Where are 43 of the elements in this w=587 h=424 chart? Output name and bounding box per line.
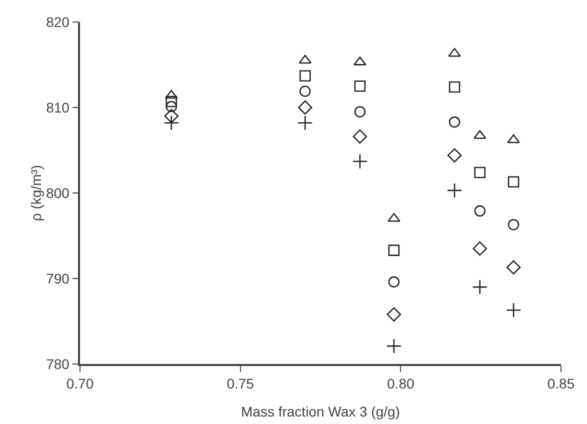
- point: [448, 48, 461, 57]
- point: [446, 182, 462, 198]
- point: [352, 129, 368, 144]
- point: [388, 244, 400, 256]
- point: [299, 70, 311, 82]
- point: [474, 205, 486, 217]
- point: [386, 338, 402, 354]
- point: [298, 54, 312, 64]
- point: [474, 166, 486, 178]
- point: [299, 86, 311, 97]
- point: [164, 90, 178, 99]
- point: [506, 260, 521, 275]
- point: [472, 241, 488, 256]
- x-tick-label: 0.80: [387, 376, 415, 392]
- point: [166, 101, 178, 112]
- y-tick-label: 780: [46, 356, 70, 372]
- point: [506, 302, 522, 318]
- point: [507, 134, 520, 144]
- point: [298, 100, 312, 115]
- point: [166, 96, 178, 108]
- point: [354, 80, 366, 92]
- y-tick-label: 790: [46, 270, 70, 286]
- x-tick-label: 0.75: [226, 376, 254, 392]
- point: [386, 307, 402, 322]
- point: [297, 115, 313, 131]
- point: [354, 106, 366, 118]
- point: [388, 276, 400, 288]
- y-tick-label: 820: [46, 14, 70, 30]
- point: [164, 108, 179, 124]
- point: [472, 279, 488, 295]
- x-tick-label: 0.85: [547, 376, 575, 392]
- x-tick-label: 0.70: [66, 376, 94, 392]
- y-tick-label: 800: [46, 184, 70, 201]
- point: [164, 115, 180, 131]
- point: [508, 218, 520, 230]
- y-tick-label: 810: [46, 99, 70, 116]
- point: [508, 176, 520, 188]
- y-axis-title: ρ (kg/m³): [28, 164, 44, 222]
- point: [448, 81, 460, 93]
- point: [448, 116, 460, 128]
- x-axis-title: Mass fraction Wax 3 (g/g): [241, 404, 400, 420]
- point: [352, 154, 368, 170]
- point: [447, 148, 462, 163]
